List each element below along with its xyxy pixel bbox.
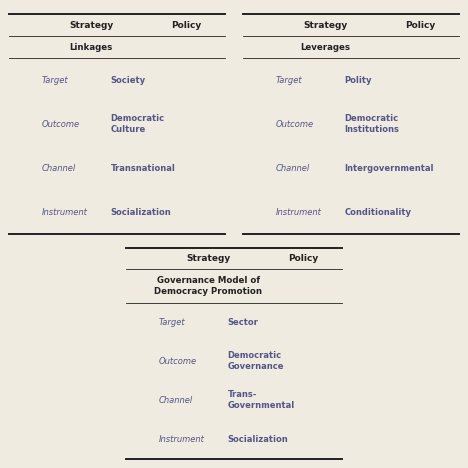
Text: Sector: Sector [227,318,258,327]
Text: Democratic
Institutions: Democratic Institutions [344,114,399,134]
Text: Leverages: Leverages [300,43,350,51]
Text: Outcome: Outcome [159,357,197,366]
Text: Transnational: Transnational [110,163,176,173]
Text: Target: Target [159,318,185,327]
Text: Intergovernmental: Intergovernmental [344,163,434,173]
Text: Polity: Polity [344,75,372,85]
Text: Target: Target [42,75,68,85]
Text: Democratic
Governance: Democratic Governance [227,351,284,371]
Text: Policy: Policy [171,21,201,29]
Text: Democratic
Culture: Democratic Culture [110,114,165,134]
Text: Policy: Policy [405,21,435,29]
Text: Strategy: Strategy [303,21,347,29]
Text: Policy: Policy [288,254,318,263]
Text: Strategy: Strategy [69,21,113,29]
Text: Trans-
Governmental: Trans- Governmental [227,390,295,410]
Text: Socialization: Socialization [227,435,288,444]
Text: Channel: Channel [276,163,310,173]
Text: Socialization: Socialization [110,207,171,217]
Text: Strategy: Strategy [186,254,230,263]
Text: Conditionality: Conditionality [344,207,411,217]
Text: Society: Society [110,75,146,85]
Text: Target: Target [276,75,302,85]
Text: Channel: Channel [42,163,76,173]
Text: Channel: Channel [159,396,193,405]
Text: Instrument: Instrument [276,207,322,217]
Text: Governance Model of
Democracy Promotion: Governance Model of Democracy Promotion [154,276,262,296]
Text: Outcome: Outcome [42,119,80,129]
Text: Linkages: Linkages [70,43,113,51]
Text: Instrument: Instrument [159,435,205,444]
Text: Instrument: Instrument [42,207,88,217]
Text: Outcome: Outcome [276,119,314,129]
